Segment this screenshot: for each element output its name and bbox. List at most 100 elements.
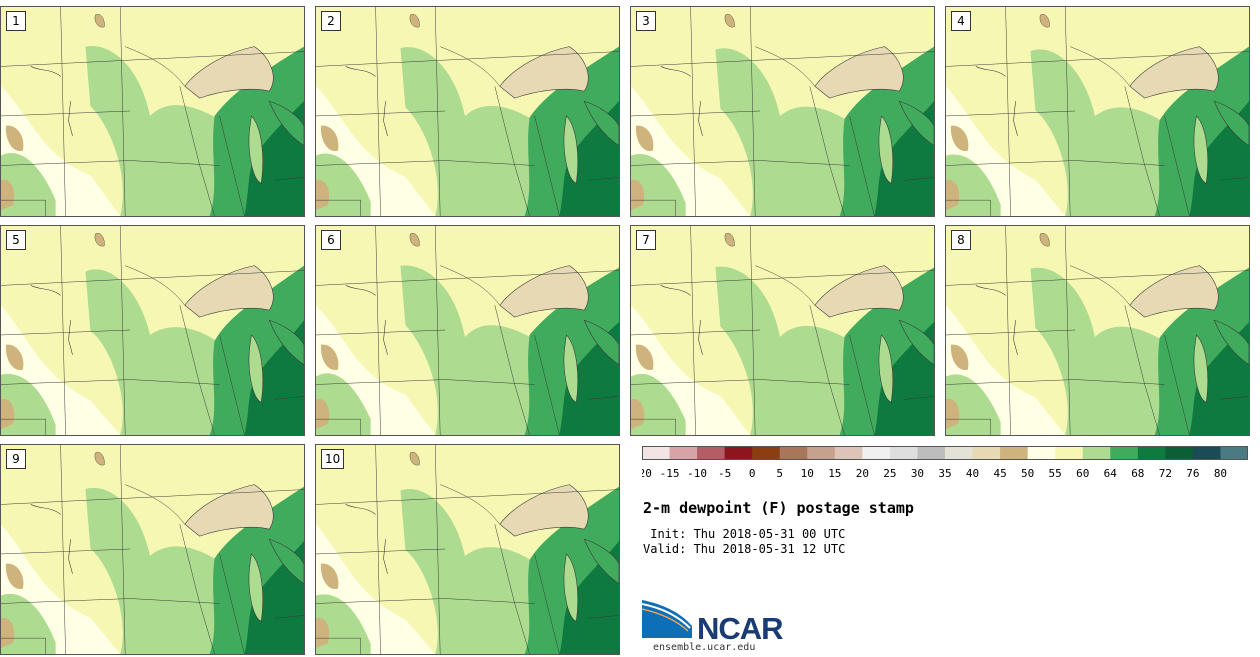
river — [975, 66, 1006, 77]
river — [1013, 101, 1018, 136]
colorbar-tick-label: 60 — [1076, 467, 1089, 480]
state-border — [1, 548, 131, 555]
terrain-patch — [320, 563, 339, 590]
colorbar-tick-label: -10 — [687, 467, 707, 480]
dewpoint-colorbar: -20 -15 -10 -5 0 5 10 15 20 25 30 35 40 45 50 55 60 64 68 7… — [642, 446, 1248, 480]
state-border — [375, 226, 381, 435]
state-border — [946, 329, 1076, 336]
lake-michigan — [878, 334, 894, 403]
ensemble-member-panel-3: 3 — [630, 6, 935, 217]
river — [383, 320, 388, 355]
state-border — [946, 160, 1165, 166]
lake-huron — [1213, 319, 1249, 366]
lake-huron — [1213, 100, 1249, 147]
state-border — [631, 110, 761, 117]
lake-michigan — [248, 115, 264, 184]
lake-michigan — [1193, 115, 1209, 184]
colorbar-swatch — [1220, 446, 1248, 460]
dewpoint-map — [316, 445, 619, 654]
colorbar-swatch — [669, 446, 698, 460]
terrain-patch — [316, 617, 330, 649]
lake-michigan — [878, 115, 894, 184]
state-border — [1, 637, 46, 654]
terrain-patch — [320, 125, 339, 152]
colorbar-tick-label: 72 — [1159, 467, 1172, 480]
colorbar-swatch — [642, 446, 670, 460]
river — [30, 504, 61, 515]
terrain-patch — [946, 398, 960, 430]
ensemble-member-panel-10: 10 — [315, 444, 620, 655]
lake-superior — [499, 46, 589, 99]
state-border — [179, 524, 215, 654]
valid-time: Valid: Thu 2018-05-31 12 UTC — [643, 542, 846, 556]
colorbar-swatch — [1082, 446, 1111, 460]
lake-michigan — [248, 553, 264, 622]
member-number-badge: 7 — [636, 230, 656, 250]
member-number-badge: 1 — [6, 11, 26, 31]
lake-superior — [184, 265, 274, 318]
river — [975, 285, 1006, 296]
state-border — [125, 265, 185, 306]
colorbar-swatch — [889, 446, 918, 460]
dewpoint-map — [1, 226, 304, 435]
member-number-badge: 9 — [6, 449, 26, 469]
logo-wordmark: NCAR — [697, 611, 784, 646]
state-border — [946, 199, 991, 216]
state-border — [1, 598, 220, 604]
terrain-patch — [635, 125, 654, 152]
colorbar-swatch — [752, 446, 781, 460]
state-border — [534, 115, 560, 216]
river — [30, 285, 61, 296]
colorbar-tick-label: 40 — [966, 467, 979, 480]
state-border — [316, 110, 446, 117]
dewpoint-map — [1, 445, 304, 654]
terrain-patch — [1, 398, 15, 430]
member-number-badge: 8 — [951, 230, 971, 250]
terrain-patch — [409, 233, 420, 247]
state-border — [1, 199, 46, 216]
moderate-dewpoint-area — [316, 373, 371, 435]
moderate-dewpoint-area — [631, 154, 686, 216]
colorbar-swatch — [917, 446, 946, 460]
state-border — [494, 305, 530, 435]
ensemble-member-panel-2: 2 — [315, 6, 620, 217]
river — [68, 539, 73, 574]
colorbar-tick-label: 15 — [828, 467, 841, 480]
state-border — [904, 396, 934, 400]
lake-superior — [184, 484, 274, 537]
dewpoint-map — [946, 226, 1249, 435]
terrain-patch — [409, 14, 420, 28]
state-border — [1, 379, 220, 385]
state-border — [904, 177, 934, 181]
river — [68, 320, 73, 355]
moderate-dewpoint-area — [946, 374, 1001, 435]
terrain-patch — [94, 233, 105, 247]
lake-huron — [268, 100, 304, 147]
lake-michigan — [1193, 334, 1209, 403]
colorbar-tick-label: 68 — [1131, 467, 1144, 480]
colorbar-swatch — [697, 446, 726, 460]
state-border — [434, 226, 441, 435]
colorbar-tick-label: -20 — [642, 467, 652, 480]
moderate-dewpoint-area — [1030, 49, 1185, 216]
terrain-patch — [724, 14, 735, 28]
state-border — [125, 484, 185, 525]
terrain-patch — [5, 563, 24, 590]
lake-michigan — [563, 334, 579, 403]
state-border — [219, 115, 245, 216]
moderate-dewpoint-area — [1, 593, 56, 654]
river — [698, 101, 703, 136]
state-border — [1064, 226, 1071, 435]
state-border — [440, 46, 500, 87]
state-border — [849, 334, 875, 435]
colorbar-swatch — [1110, 446, 1139, 460]
terrain-patch — [631, 179, 645, 211]
river — [660, 285, 691, 296]
lake-superior — [814, 265, 904, 318]
river — [383, 101, 388, 136]
colorbar-swatch — [1000, 446, 1029, 460]
colorbar-tick-label: 0 — [749, 467, 756, 480]
terrain-patch — [5, 344, 24, 371]
lake-superior — [499, 484, 589, 537]
lake-huron — [583, 100, 619, 147]
